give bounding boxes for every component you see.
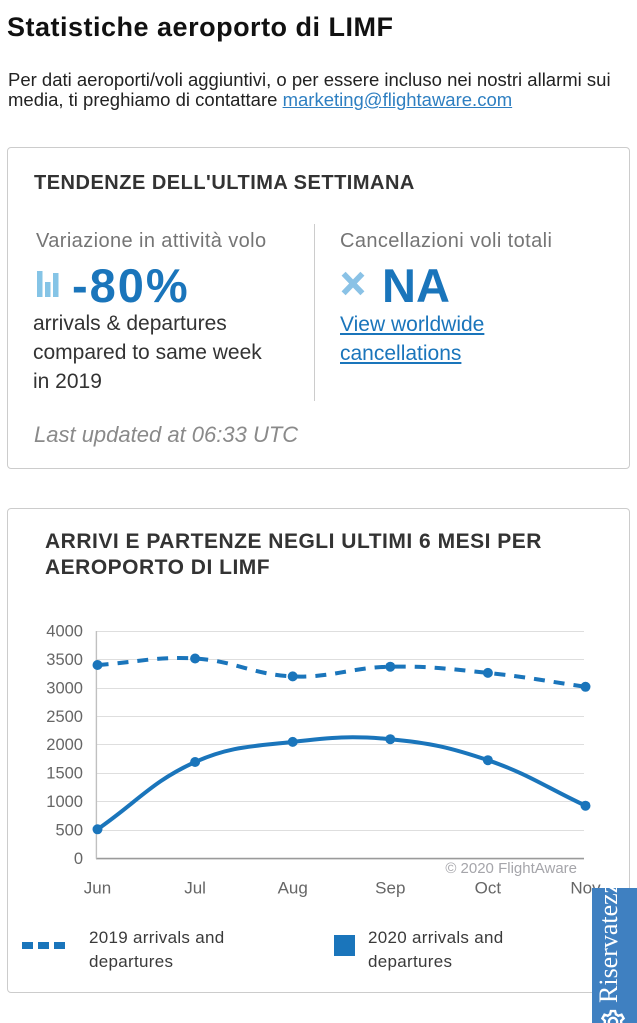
svg-text:Jul: Jul [184,879,206,898]
svg-text:2500: 2500 [46,708,83,726]
svg-text:0: 0 [74,850,83,868]
svg-text:© 2020 FlightAware: © 2020 FlightAware [445,860,577,877]
svg-text:Sep: Sep [375,879,405,898]
svg-text:3500: 3500 [46,651,83,669]
svg-text:4000: 4000 [46,623,83,641]
svg-text:500: 500 [55,822,83,840]
svg-text:Aug: Aug [278,879,308,898]
svg-text:Jun: Jun [84,879,111,898]
svg-text:1500: 1500 [46,765,83,783]
svg-text:Oct: Oct [475,879,502,898]
svg-text:3000: 3000 [46,679,83,697]
svg-text:1000: 1000 [46,793,83,811]
svg-text:2000: 2000 [46,736,83,754]
